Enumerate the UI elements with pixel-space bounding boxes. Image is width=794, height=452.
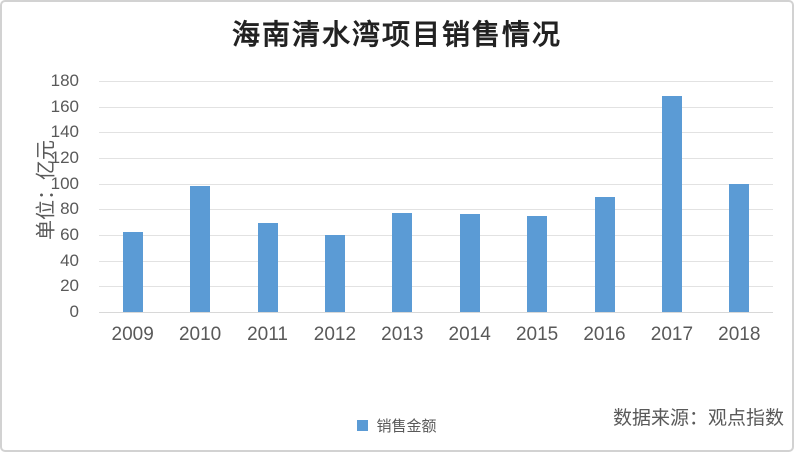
x-tick-label-2010: 2010 <box>178 324 222 345</box>
x-tick-label-2017: 2017 <box>650 324 694 345</box>
legend: 销售金额 <box>2 415 792 436</box>
y-tick-label: 100 <box>50 173 79 193</box>
x-axis-labels: 2009 2010 2011 2012 2013 2014 2015 2016 2017 2018 <box>99 324 773 348</box>
y-tick-label: 80 <box>60 199 79 219</box>
gridline <box>99 235 773 236</box>
y-tick-label: 160 <box>50 96 79 116</box>
x-tick-label-2011: 2011 <box>247 324 288 345</box>
bar-2009 <box>122 232 143 312</box>
y-tick-label: 20 <box>60 276 79 296</box>
y-tick-label: 0 <box>69 302 79 321</box>
bar-2018 <box>729 183 750 312</box>
y-tick-label: 120 <box>50 148 79 167</box>
legend-square-icon <box>357 420 369 431</box>
x-tick-label-2016: 2016 <box>583 324 626 345</box>
gridline <box>99 81 773 82</box>
x-tick-label-2009: 2009 <box>111 324 154 345</box>
plot-area <box>99 81 773 313</box>
y-tick-label: 40 <box>60 250 79 270</box>
chart-title: 海南清水湾项目销售情况 <box>231 19 562 50</box>
x-tick-label-2012: 2012 <box>313 324 357 345</box>
gridline <box>99 158 773 159</box>
x-tick-label-2013: 2013 <box>381 324 424 345</box>
bar-2015 <box>527 215 548 312</box>
legend-label: 销售金额 <box>376 418 437 435</box>
data-source-note: 数据来源：观点指数 <box>612 408 784 429</box>
gridline <box>99 106 773 108</box>
gridline <box>99 209 773 211</box>
bar-2011 <box>257 223 278 312</box>
x-axis-line <box>99 312 773 313</box>
x-tick-label-2018: 2018 <box>718 324 761 345</box>
x-tick-label-2015: 2015 <box>515 324 559 345</box>
y-tick-label: 180 <box>50 71 79 90</box>
bar-2016 <box>594 196 615 312</box>
bar-2014 <box>459 214 480 312</box>
x-tick-label-2014: 2014 <box>448 324 491 345</box>
gridline <box>99 286 773 288</box>
y-tick-label: 140 <box>50 122 79 142</box>
bar-2012 <box>324 235 345 312</box>
bar-2013 <box>392 213 413 312</box>
y-axis-tick-labels: 0 20 40 60 80 100 120 140 160 180 <box>22 71 79 321</box>
bar-2010 <box>190 186 211 312</box>
y-tick-label: 60 <box>60 225 79 244</box>
gridline <box>99 132 773 134</box>
bar-2017 <box>661 96 682 312</box>
gridline <box>99 260 773 262</box>
gridline <box>99 183 773 185</box>
